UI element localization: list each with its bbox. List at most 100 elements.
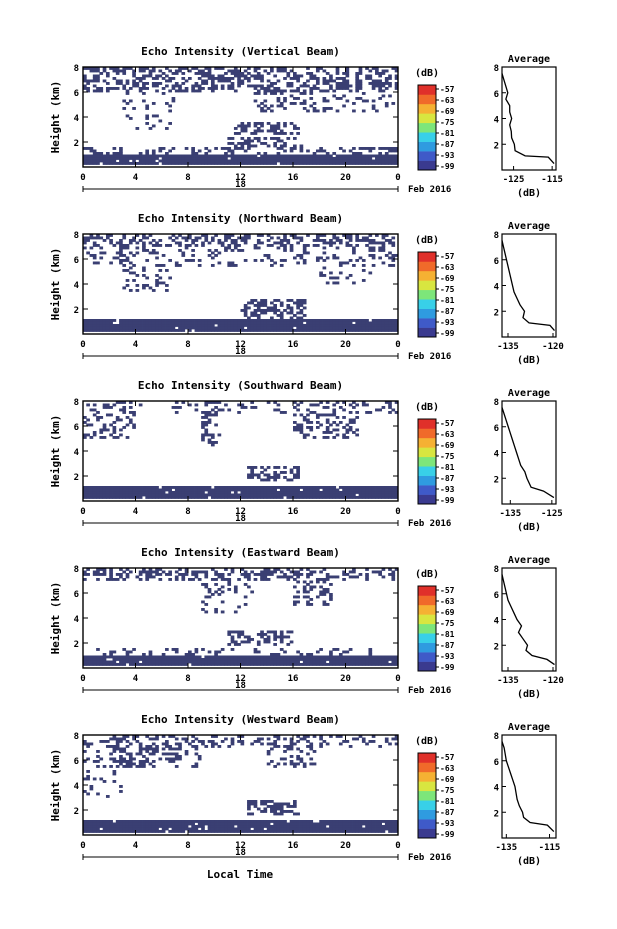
echo-cell bbox=[247, 800, 251, 803]
echo-cell bbox=[394, 254, 399, 257]
echo-cell bbox=[201, 493, 205, 497]
echo-cell bbox=[302, 595, 307, 599]
echo-cell bbox=[151, 827, 156, 831]
colorbar-band bbox=[418, 466, 436, 476]
echo-cell bbox=[332, 89, 337, 93]
profile-x-tick-label: -115 bbox=[541, 175, 563, 185]
echo-cell bbox=[204, 82, 209, 85]
echo-cell bbox=[92, 822, 97, 826]
echo-cell bbox=[168, 244, 172, 247]
echo-cell bbox=[296, 830, 300, 833]
echo-cell bbox=[279, 321, 284, 325]
echo-cell bbox=[355, 433, 360, 437]
echo-cell bbox=[270, 159, 274, 163]
echo-cell bbox=[302, 154, 307, 158]
echo-cell bbox=[165, 573, 169, 576]
echo-cell bbox=[260, 321, 264, 325]
echo-cell bbox=[191, 655, 195, 659]
echo-cell bbox=[283, 236, 287, 240]
echo-cell bbox=[214, 735, 218, 738]
echo-cell bbox=[273, 765, 277, 768]
day-label: 18 bbox=[235, 848, 246, 858]
echo-cell bbox=[322, 740, 327, 743]
echo-cell bbox=[247, 473, 251, 477]
echo-cell bbox=[204, 157, 209, 160]
echo-cell bbox=[207, 590, 212, 594]
echo-cell bbox=[289, 737, 294, 741]
echo-cell bbox=[230, 137, 235, 140]
echo-cell bbox=[296, 77, 300, 80]
echo-cell bbox=[197, 77, 202, 80]
echo-cell bbox=[355, 97, 360, 100]
echo-cell bbox=[207, 74, 212, 78]
echo-cell bbox=[174, 162, 179, 165]
echo-cell bbox=[283, 162, 287, 165]
echo-cell bbox=[276, 812, 281, 816]
echo-cell bbox=[128, 87, 133, 90]
colorbar-unit: (dB) bbox=[415, 402, 439, 413]
echo-cell bbox=[361, 157, 366, 160]
echo-cell bbox=[119, 254, 123, 257]
echo-cell bbox=[319, 820, 323, 823]
echo-cell bbox=[210, 159, 215, 163]
echo-cell bbox=[214, 154, 218, 158]
echo-cell bbox=[329, 598, 333, 601]
echo-cell bbox=[293, 476, 297, 479]
echo-cell bbox=[132, 72, 136, 75]
echo-cell bbox=[329, 575, 333, 579]
echo-cell bbox=[83, 236, 87, 240]
colorbar-tick-label: -93 bbox=[440, 819, 455, 828]
echo-cell bbox=[273, 124, 277, 128]
echo-cell bbox=[293, 466, 297, 469]
echo-cell bbox=[361, 279, 366, 282]
colorbar-band bbox=[418, 103, 436, 114]
echo-cell bbox=[204, 431, 209, 434]
echo-cell bbox=[309, 598, 314, 601]
echo-cell bbox=[329, 74, 333, 78]
echo-cell bbox=[368, 825, 373, 828]
echo-cell bbox=[240, 406, 245, 409]
echo-cell bbox=[266, 496, 271, 499]
y-tick-label: 6 bbox=[74, 423, 79, 433]
echo-cell bbox=[109, 491, 113, 494]
echo-cell bbox=[361, 663, 366, 666]
echo-cell bbox=[247, 301, 251, 305]
echo-cell bbox=[178, 326, 182, 330]
echo-cell bbox=[250, 590, 255, 594]
echo-cell bbox=[348, 244, 353, 247]
echo-cell bbox=[329, 735, 333, 738]
echo-cell bbox=[174, 737, 179, 741]
echo-cell bbox=[348, 329, 353, 332]
echo-cell bbox=[96, 157, 100, 160]
echo-cell bbox=[207, 159, 212, 163]
echo-cell bbox=[151, 488, 156, 492]
echo-cell bbox=[109, 488, 113, 492]
echo-cell bbox=[250, 655, 255, 659]
echo-cell bbox=[102, 827, 107, 831]
echo-cell bbox=[315, 77, 320, 80]
echo-cell bbox=[128, 757, 133, 761]
echo-cell bbox=[253, 321, 258, 325]
echo-cell bbox=[174, 236, 179, 240]
echo-cell bbox=[89, 159, 94, 163]
echo-cell bbox=[178, 406, 182, 409]
echo-cell bbox=[325, 575, 330, 579]
colorbar-tick-label: -57 bbox=[440, 85, 455, 94]
echo-cell bbox=[240, 309, 245, 312]
echo-cell bbox=[391, 102, 396, 105]
echo-cell bbox=[224, 663, 228, 666]
echo-cell bbox=[263, 137, 268, 140]
echo-cell bbox=[105, 578, 110, 581]
echo-cell bbox=[227, 745, 232, 748]
echo-cell bbox=[250, 638, 255, 641]
echo-cell bbox=[207, 401, 212, 404]
echo-cell bbox=[276, 827, 281, 831]
echo-cell bbox=[181, 820, 186, 823]
echo-cell bbox=[227, 486, 232, 489]
echo-cell bbox=[306, 496, 310, 499]
echo-cell bbox=[391, 321, 396, 325]
echo-cell bbox=[273, 740, 277, 743]
echo-cell bbox=[204, 428, 209, 432]
echo-cell bbox=[204, 570, 209, 574]
